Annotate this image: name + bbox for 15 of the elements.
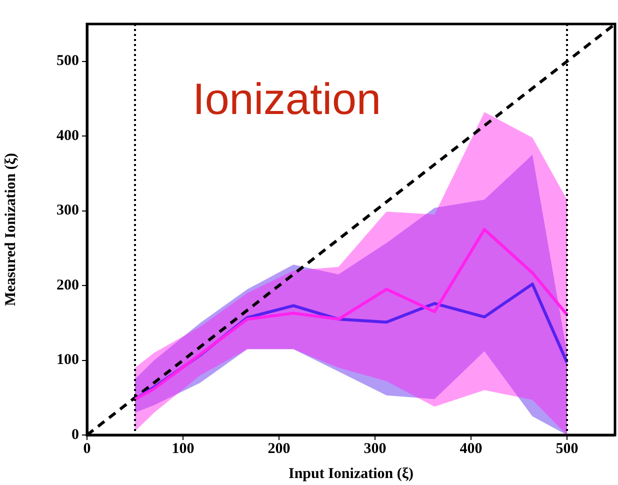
y-tick-label: 400: [56, 128, 79, 144]
y-tick-label: 200: [56, 277, 79, 294]
text: Ionization: [192, 75, 381, 124]
y-tick-label: 0: [72, 426, 79, 443]
x-tick-label: 200: [268, 440, 290, 457]
y-tick-label: 300: [56, 202, 79, 219]
x-tick-label: 0: [83, 440, 91, 457]
x-tick-label: 500: [556, 440, 578, 457]
x-tick-label: 300: [364, 440, 386, 457]
x-axis-title: Input Ionization (ξ): [288, 466, 414, 482]
y-tick-label: 100: [56, 352, 79, 368]
y-tick-label: 500: [56, 53, 79, 70]
y-axis-title: Measured Ionization (ξ): [2, 152, 19, 306]
x-tick-label: 100: [172, 440, 194, 457]
x-tick-label: 400: [460, 440, 482, 457]
